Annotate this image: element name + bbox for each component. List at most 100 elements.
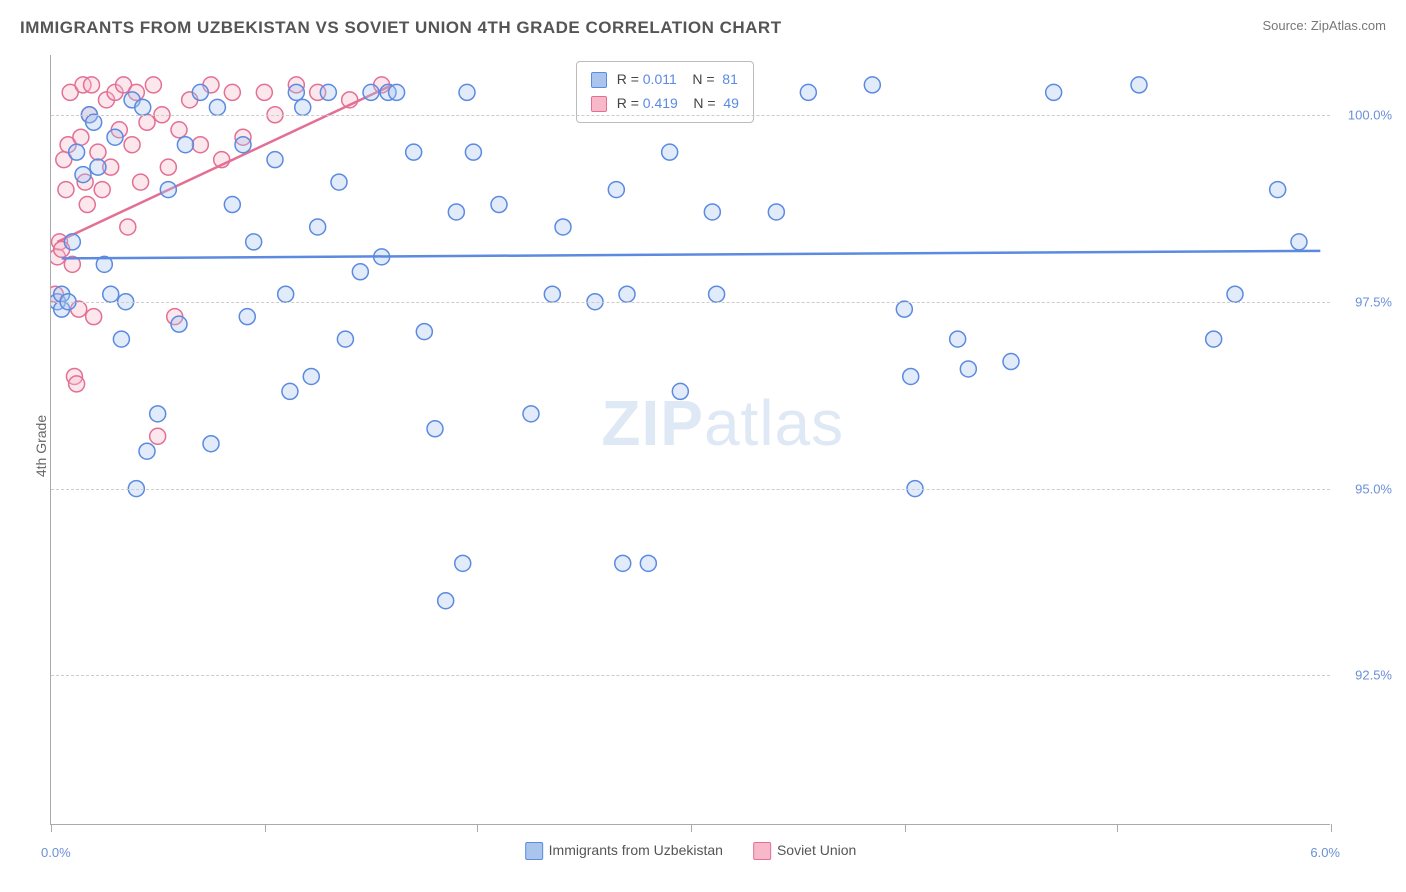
n-value-a: 81 bbox=[722, 71, 738, 87]
data-point bbox=[768, 204, 784, 220]
data-point bbox=[209, 99, 225, 115]
data-point bbox=[69, 144, 85, 160]
data-point bbox=[103, 286, 119, 302]
data-point bbox=[1046, 84, 1062, 100]
data-point bbox=[150, 406, 166, 422]
r-value-a: 0.011 bbox=[643, 71, 677, 87]
x-axis-min-label: 0.0% bbox=[41, 845, 71, 860]
gridline bbox=[51, 675, 1330, 676]
data-point bbox=[224, 84, 240, 100]
data-point bbox=[1131, 77, 1147, 93]
data-point bbox=[267, 152, 283, 168]
source-link[interactable]: ZipAtlas.com bbox=[1311, 18, 1386, 33]
data-point bbox=[950, 331, 966, 347]
x-tick-mark bbox=[51, 824, 52, 832]
data-point bbox=[640, 555, 656, 571]
data-point bbox=[704, 204, 720, 220]
gridline bbox=[51, 302, 1330, 303]
n-value-b: 49 bbox=[723, 95, 739, 111]
data-point bbox=[337, 331, 353, 347]
data-point bbox=[107, 129, 123, 145]
stats-legend-box: R = 0.011 N = 81 R = 0.419 N = 49 bbox=[576, 61, 754, 123]
data-point bbox=[427, 421, 443, 437]
legend-item-b: Soviet Union bbox=[753, 842, 856, 860]
r-label: R = bbox=[617, 71, 639, 87]
data-point bbox=[331, 174, 347, 190]
gridline bbox=[51, 489, 1330, 490]
r-value-b: 0.419 bbox=[643, 95, 678, 111]
data-point bbox=[246, 234, 262, 250]
data-point bbox=[310, 219, 326, 235]
data-point bbox=[1003, 354, 1019, 370]
data-point bbox=[171, 316, 187, 332]
swatch-series-a-icon bbox=[525, 842, 543, 860]
n-label: N = bbox=[693, 95, 715, 111]
data-point bbox=[448, 204, 464, 220]
source-prefix: Source: bbox=[1262, 18, 1310, 33]
data-point bbox=[438, 593, 454, 609]
data-point bbox=[79, 197, 95, 213]
legend-item-a: Immigrants from Uzbekistan bbox=[525, 842, 723, 860]
x-tick-mark bbox=[477, 824, 478, 832]
data-point bbox=[192, 137, 208, 153]
y-tick-label: 97.5% bbox=[1355, 294, 1392, 309]
data-point bbox=[239, 309, 255, 325]
data-point bbox=[133, 174, 149, 190]
data-point bbox=[619, 286, 635, 302]
data-point bbox=[555, 219, 571, 235]
data-point bbox=[960, 361, 976, 377]
data-point bbox=[363, 84, 379, 100]
data-point bbox=[352, 264, 368, 280]
data-point bbox=[160, 182, 176, 198]
data-point bbox=[145, 77, 161, 93]
y-tick-label: 95.0% bbox=[1355, 481, 1392, 496]
data-point bbox=[84, 77, 100, 93]
data-point bbox=[203, 436, 219, 452]
data-point bbox=[544, 286, 560, 302]
source-attribution: Source: ZipAtlas.com bbox=[1262, 18, 1386, 33]
n-label: N = bbox=[692, 71, 714, 87]
x-tick-mark bbox=[1331, 824, 1332, 832]
data-point bbox=[709, 286, 725, 302]
data-point bbox=[235, 137, 251, 153]
data-point bbox=[58, 182, 74, 198]
data-point bbox=[288, 84, 304, 100]
swatch-series-b-icon bbox=[753, 842, 771, 860]
data-point bbox=[389, 84, 405, 100]
data-point bbox=[459, 84, 475, 100]
data-point bbox=[278, 286, 294, 302]
data-point bbox=[800, 84, 816, 100]
data-point bbox=[1270, 182, 1286, 198]
data-point bbox=[135, 99, 151, 115]
x-tick-mark bbox=[905, 824, 906, 832]
x-tick-mark bbox=[691, 824, 692, 832]
data-point bbox=[896, 301, 912, 317]
data-point bbox=[86, 114, 102, 130]
x-tick-mark bbox=[1117, 824, 1118, 832]
bottom-legend: Immigrants from Uzbekistan Soviet Union bbox=[525, 842, 857, 860]
swatch-series-a-icon bbox=[591, 72, 607, 88]
data-point bbox=[864, 77, 880, 93]
data-point bbox=[90, 144, 106, 160]
data-point bbox=[903, 368, 919, 384]
data-point bbox=[150, 428, 166, 444]
data-point bbox=[615, 555, 631, 571]
data-point bbox=[171, 122, 187, 138]
data-point bbox=[1227, 286, 1243, 302]
legend-label-a: Immigrants from Uzbekistan bbox=[549, 842, 723, 858]
data-point bbox=[282, 383, 298, 399]
data-point bbox=[672, 383, 688, 399]
plot-svg bbox=[51, 55, 1331, 825]
gridline bbox=[51, 115, 1330, 116]
data-point bbox=[90, 159, 106, 175]
data-point bbox=[124, 137, 140, 153]
y-tick-label: 92.5% bbox=[1355, 668, 1392, 683]
swatch-series-b-icon bbox=[591, 96, 607, 112]
data-point bbox=[113, 331, 129, 347]
x-tick-mark bbox=[265, 824, 266, 832]
data-point bbox=[1291, 234, 1307, 250]
data-point bbox=[491, 197, 507, 213]
data-point bbox=[303, 368, 319, 384]
stats-row-a: R = 0.011 N = 81 bbox=[591, 68, 739, 92]
data-point bbox=[608, 182, 624, 198]
